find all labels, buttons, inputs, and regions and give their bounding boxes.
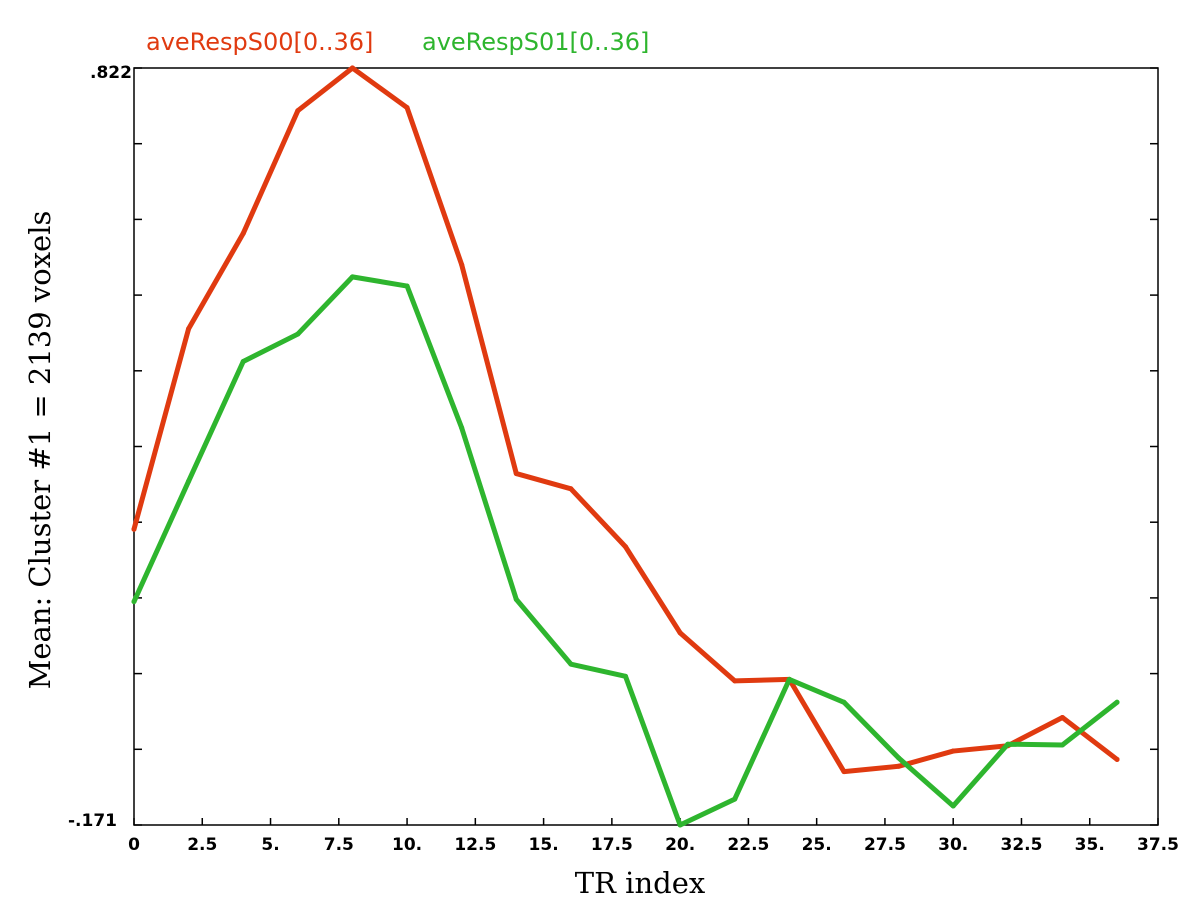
series-line-0	[131, 65, 1120, 775]
data-point-series-1	[459, 425, 465, 431]
x-tick-label: 15.	[529, 835, 559, 855]
data-point-series-1	[1114, 699, 1120, 705]
data-point-series-0	[623, 544, 629, 550]
data-point-series-0	[950, 748, 956, 754]
data-point-series-1	[786, 676, 792, 682]
plot-area	[133, 67, 1159, 826]
x-tick-label: 37.5	[1137, 835, 1179, 855]
x-tick-label: 27.5	[864, 835, 906, 855]
y-tick-label-min: -.171	[68, 811, 117, 831]
x-tick-label: 10.	[392, 835, 422, 855]
x-tick-label: 22.5	[727, 835, 769, 855]
data-point-series-0	[459, 262, 465, 268]
data-point-series-0	[841, 769, 847, 775]
data-point-series-0	[568, 486, 574, 492]
data-point-series-0	[186, 326, 192, 332]
x-tick-label: 0	[128, 835, 140, 855]
data-point-series-0	[404, 105, 410, 111]
x-tick-label: 7.5	[324, 835, 354, 855]
x-tick-label: 20.	[665, 835, 695, 855]
x-axis-title: TR index	[575, 866, 705, 900]
data-point-series-1	[131, 599, 137, 605]
data-point-series-1	[623, 673, 629, 679]
x-tick-label: 25.	[802, 835, 832, 855]
data-point-series-1	[841, 699, 847, 705]
data-point-series-1	[349, 274, 355, 280]
legend-entry-s00: aveRespS00[0..36]	[146, 28, 373, 56]
data-point-series-1	[513, 596, 519, 602]
data-point-series-1	[186, 478, 192, 484]
x-tick-label: 2.5	[187, 835, 217, 855]
data-point-series-0	[295, 108, 301, 114]
data-point-series-0	[896, 763, 902, 769]
data-point-series-0	[732, 678, 738, 684]
y-axis-ticks	[134, 67, 1158, 826]
x-tick-label: 32.5	[1000, 835, 1042, 855]
data-point-series-0	[131, 526, 137, 532]
data-point-series-1	[1059, 742, 1065, 748]
data-point-series-0	[240, 230, 246, 236]
data-point-series-0	[1114, 756, 1120, 762]
x-tick-label: 5.	[261, 835, 279, 855]
data-point-series-1	[1005, 741, 1011, 747]
data-point-series-0	[1059, 715, 1065, 721]
data-point-series-0	[677, 630, 683, 636]
data-point-series-0	[513, 471, 519, 477]
data-point-series-1	[896, 755, 902, 761]
series-lines	[131, 65, 1120, 828]
x-tick-label: 30.	[938, 835, 968, 855]
x-tick-label: 12.5	[454, 835, 496, 855]
data-point-series-1	[240, 358, 246, 364]
x-tick-label: 35.	[1075, 835, 1105, 855]
x-tick-label: 17.5	[591, 835, 633, 855]
data-point-series-1	[677, 822, 683, 828]
data-point-series-1	[295, 331, 301, 337]
data-point-series-1	[404, 283, 410, 289]
x-axis-ticks: 0 2.5 5. 7.5 10. 12.5 15. 17.5 20. 22.5 25. 27.5 30.…	[128, 818, 1179, 855]
data-point-series-1	[732, 796, 738, 802]
data-point-series-0	[349, 65, 355, 71]
y-axis-title: Mean: Cluster #1 = 2139 voxels	[23, 211, 57, 690]
legend-entry-s01: aveRespS01[0..36]	[422, 28, 649, 56]
y-tick-label-max: .822	[90, 63, 132, 83]
data-point-series-1	[568, 661, 574, 667]
data-point-series-1	[950, 803, 956, 809]
